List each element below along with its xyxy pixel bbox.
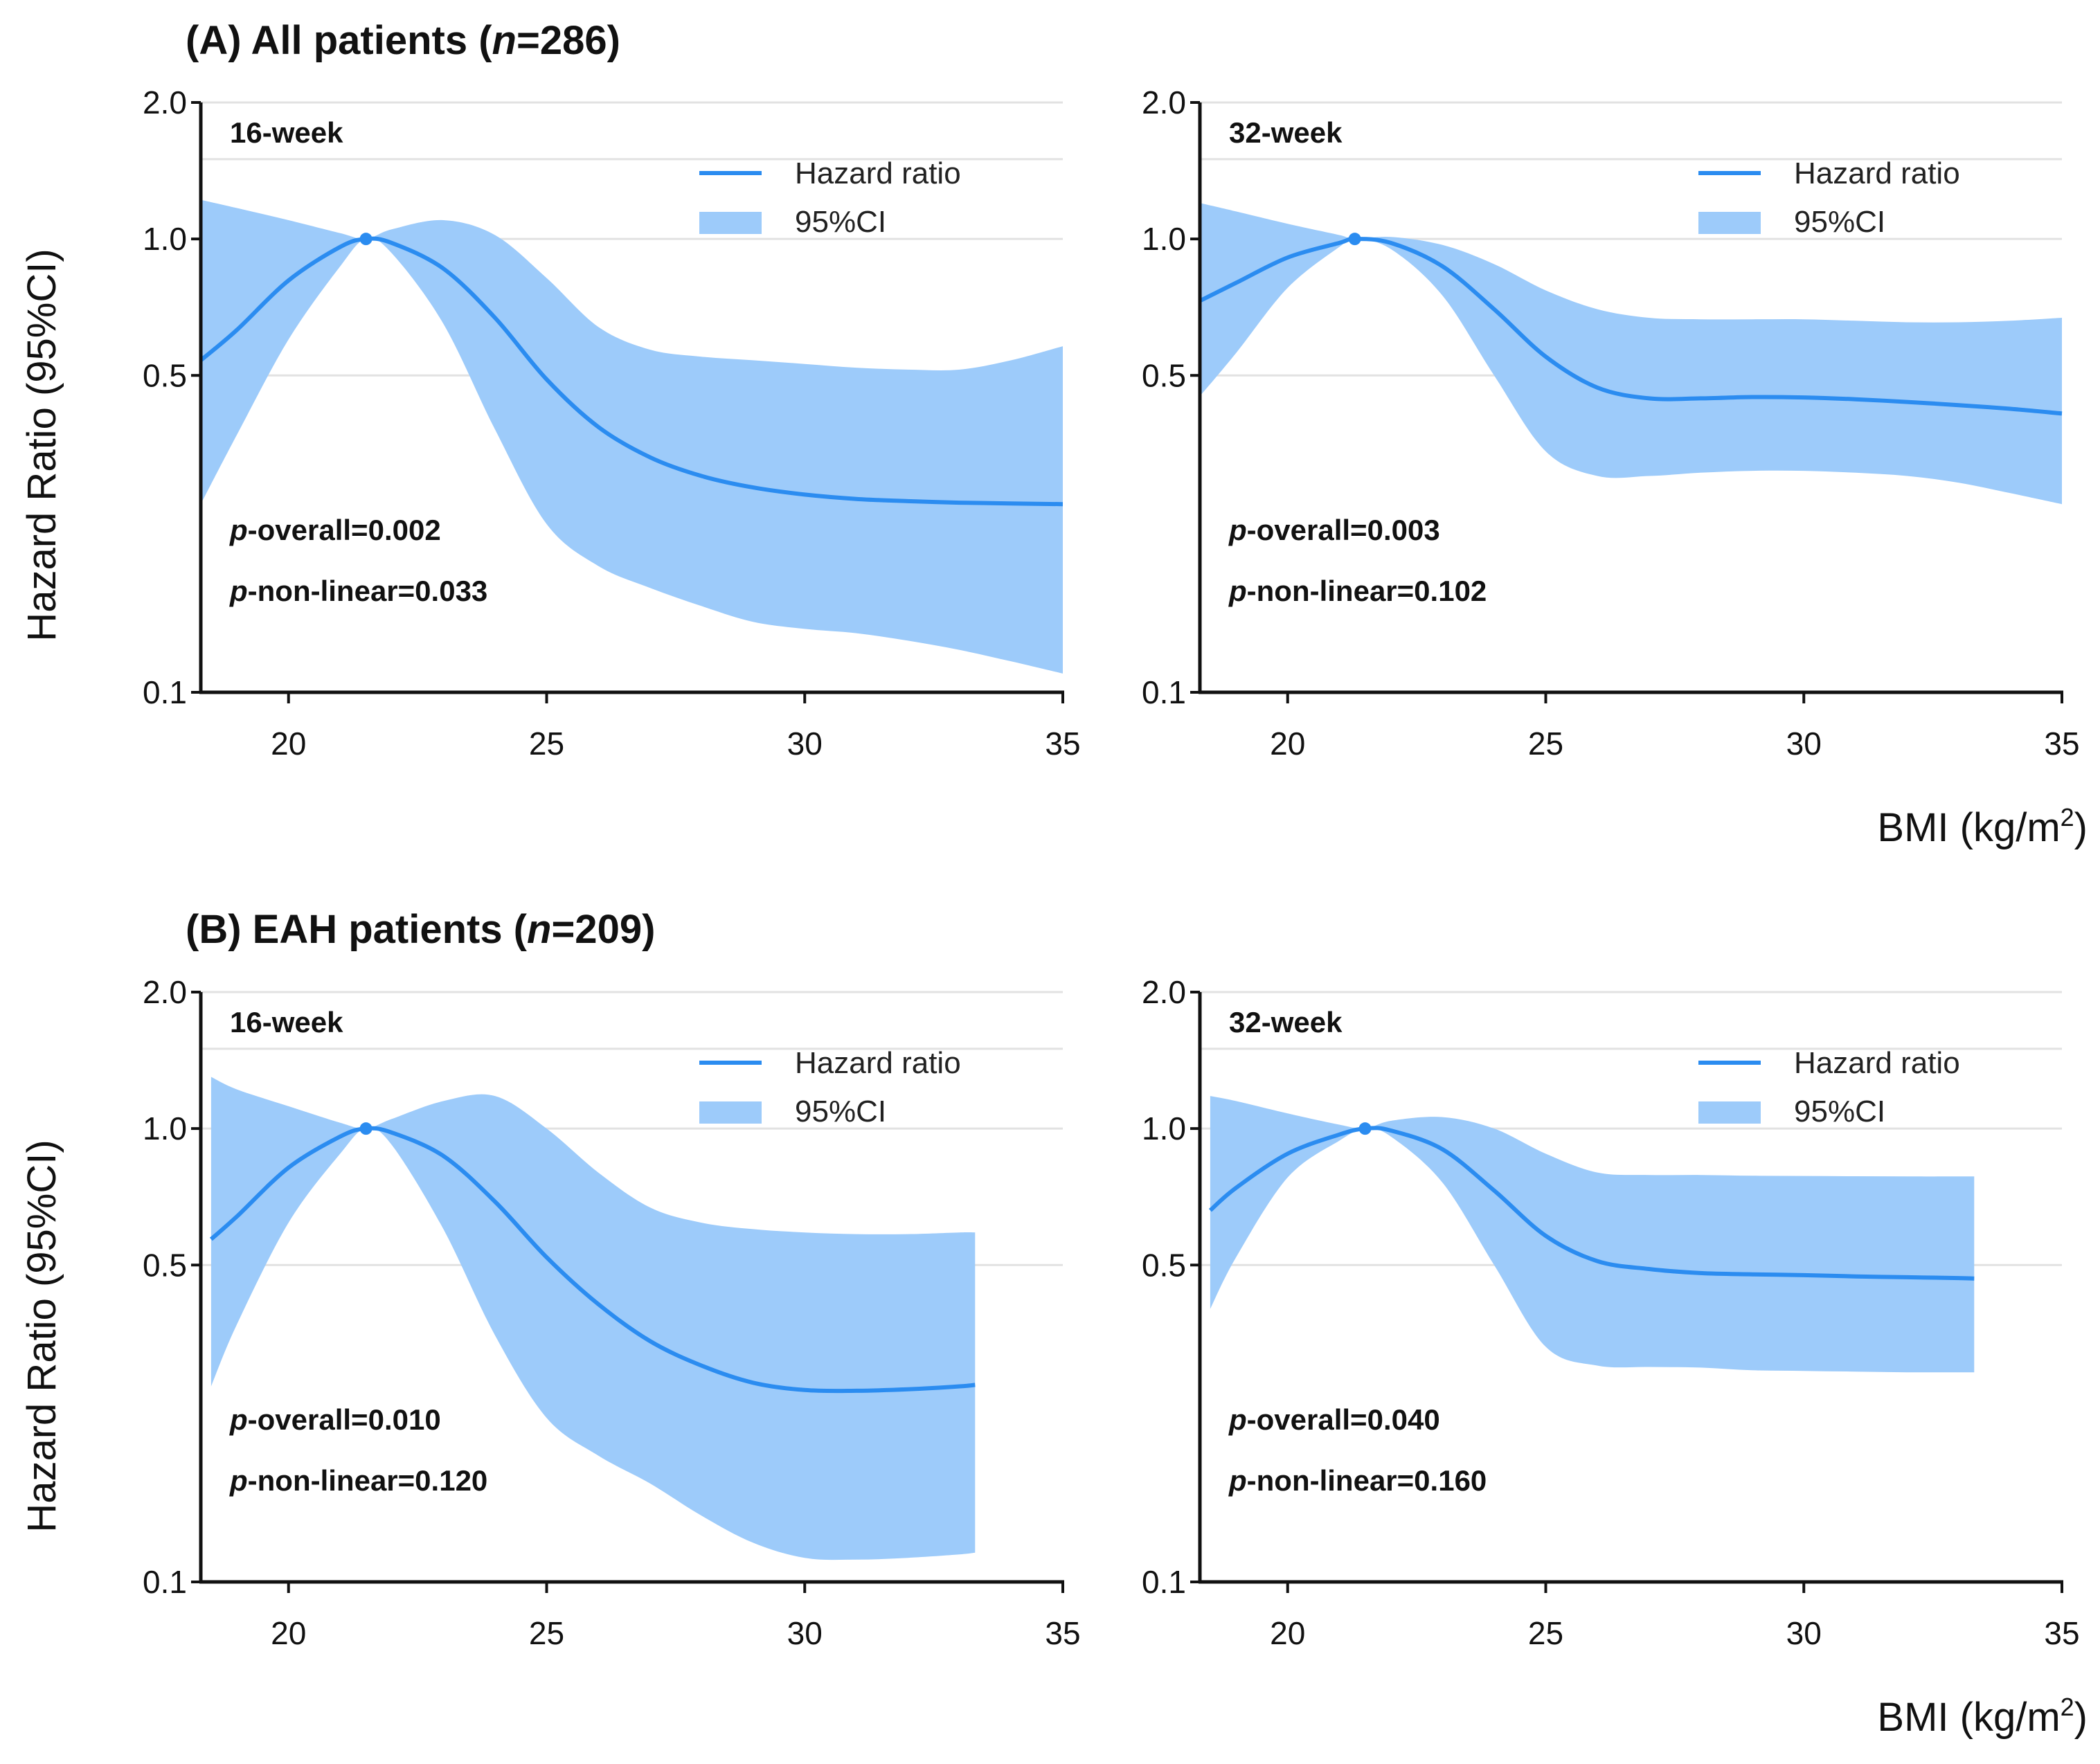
reference-point <box>359 1122 373 1135</box>
y-tick-label: 1.0 <box>1142 1110 1186 1146</box>
x-tick-label: 20 <box>1270 1615 1305 1651</box>
x-tick-label: 35 <box>2044 726 2079 762</box>
x-tick-label: 20 <box>271 1615 306 1651</box>
ci-band <box>201 199 1063 674</box>
p-overall-label: p-overall=0.010 <box>229 1403 441 1436</box>
x-tick-label: 20 <box>1270 726 1305 762</box>
ci-band <box>1210 1096 1975 1373</box>
panel-b-32-week: 0.1 0.5 1.0 2.0 20 25 30 35 32-week Hazard ratio 9… <box>1142 974 2080 1651</box>
x-axis-title-a-end: ) <box>2074 805 2088 850</box>
section-b-suffix: =209) <box>551 907 655 952</box>
x-tick-label: 25 <box>1528 1615 1563 1651</box>
y-tick-label: 2.0 <box>1142 974 1186 1010</box>
reference-point <box>359 233 373 246</box>
y-tick-label: 0.5 <box>143 1247 187 1283</box>
section-a-title: (A) All patients (n=286) <box>186 18 620 63</box>
x-tick-label: 25 <box>529 726 564 762</box>
legend-band-swatch <box>1698 212 1761 234</box>
x-axis-title-b-sup: 2 <box>2061 1693 2074 1721</box>
ci-band <box>210 1077 976 1560</box>
y-tick-label: 1.0 <box>143 1110 187 1146</box>
x-tick-label: 35 <box>1045 726 1080 762</box>
legend-band-swatch <box>699 1101 762 1124</box>
p-nonlinear-label: p-non-linear=0.102 <box>1228 575 1487 607</box>
section-a-prefix: (A) All patients ( <box>186 18 492 63</box>
x-tick-label: 25 <box>1528 726 1563 762</box>
x-tick-label: 30 <box>1786 726 1822 762</box>
y-axis-title-a: Hazard Ratio (95%CI) <box>19 249 64 641</box>
reference-point <box>1358 1122 1372 1135</box>
y-tick-label: 1.0 <box>143 221 187 257</box>
x-tick-label: 35 <box>2044 1615 2079 1651</box>
x-tick-label: 35 <box>1045 1615 1080 1651</box>
panel-subtitle: 16-week <box>230 116 343 149</box>
y-tick-label: 0.1 <box>143 1564 187 1600</box>
section-a-suffix: =286) <box>517 18 620 63</box>
legend-band-swatch <box>699 212 762 234</box>
hazard-ratio-line <box>1208 1126 1975 1281</box>
x-tick-label: 20 <box>271 726 306 762</box>
section-b-prefix: (B) EAH patients ( <box>186 907 528 952</box>
legend-label-95ci: 95%CI <box>1794 205 1885 239</box>
legend-label-95ci: 95%CI <box>795 1095 886 1128</box>
x-tick-label: 30 <box>787 726 823 762</box>
x-tick-label: 30 <box>787 1615 823 1651</box>
p-overall-label: p-overall=0.040 <box>1228 1403 1440 1436</box>
x-axis-title-a-sup: 2 <box>2061 803 2074 831</box>
section-b-n: n <box>527 907 551 952</box>
x-tick-label: 25 <box>529 1615 564 1651</box>
y-tick-label: 0.5 <box>1142 1247 1186 1283</box>
legend-label-95ci: 95%CI <box>795 205 886 239</box>
y-tick-label: 0.1 <box>1142 674 1186 710</box>
panel-subtitle: 32-week <box>1229 1006 1343 1038</box>
legend-label-hazard-ratio: Hazard ratio <box>795 1046 961 1080</box>
panel-a-32-week: 0.1 0.5 1.0 2.0 20 25 30 35 32-week Hazard ratio 9… <box>1142 84 2080 762</box>
panel-b-16-week: 0.1 0.5 1.0 2.0 20 25 30 35 16-week Hazard ratio 9… <box>143 974 1081 1651</box>
y-tick-label: 0.5 <box>1142 357 1186 393</box>
p-overall-label: p-overall=0.003 <box>1228 514 1440 546</box>
reference-point <box>1348 233 1361 246</box>
y-tick-label: 0.1 <box>143 674 187 710</box>
legend-label-95ci: 95%CI <box>1794 1095 1885 1128</box>
hazard-ratio-line <box>199 236 1064 507</box>
x-axis-title-b: BMI (kg/m2) <box>1877 1693 2088 1740</box>
legend-label-hazard-ratio: Hazard ratio <box>1794 1046 1960 1080</box>
ci-band <box>1200 203 2062 505</box>
hazard-ratio-line <box>1199 237 2063 416</box>
x-axis-title-a: BMI (kg/m2) <box>1877 803 2088 850</box>
p-nonlinear-label: p-non-linear=0.160 <box>1228 1464 1487 1497</box>
x-axis-title-b-main: BMI (kg/m <box>1877 1695 2060 1740</box>
p-nonlinear-label: p-non-linear=0.033 <box>229 575 487 607</box>
legend-label-hazard-ratio: Hazard ratio <box>795 156 961 190</box>
x-axis-title-a-main: BMI (kg/m <box>1877 805 2060 850</box>
y-tick-label: 2.0 <box>143 974 187 1010</box>
y-axis-title-b: Hazard Ratio (95%CI) <box>19 1140 64 1532</box>
y-tick-label: 1.0 <box>1142 221 1186 257</box>
p-overall-label: p-overall=0.002 <box>229 514 441 546</box>
hazard-ratio-line <box>209 1126 976 1394</box>
panel-subtitle: 16-week <box>230 1006 343 1038</box>
x-tick-label: 30 <box>1786 1615 1822 1651</box>
y-tick-label: 0.5 <box>143 357 187 393</box>
p-nonlinear-label: p-non-linear=0.120 <box>229 1464 487 1497</box>
panel-subtitle: 32-week <box>1229 116 1343 149</box>
y-tick-label: 2.0 <box>143 84 187 120</box>
legend-band-swatch <box>1698 1101 1761 1124</box>
legend-label-hazard-ratio: Hazard ratio <box>1794 156 1960 190</box>
x-axis-title-b-end: ) <box>2074 1695 2088 1740</box>
y-tick-label: 2.0 <box>1142 84 1186 120</box>
section-a-n: n <box>492 18 517 63</box>
panel-a-16-week: 0.1 0.5 1.0 2.0 20 25 30 35 16-week Hazard ratio 9… <box>143 84 1081 762</box>
section-b-title: (B) EAH patients (n=209) <box>186 907 655 952</box>
y-tick-label: 0.1 <box>1142 1564 1186 1600</box>
